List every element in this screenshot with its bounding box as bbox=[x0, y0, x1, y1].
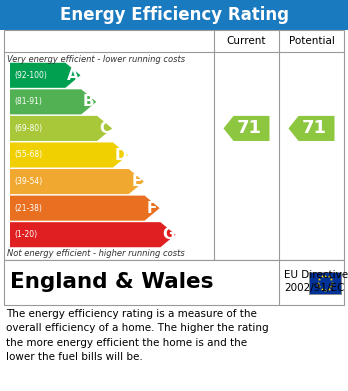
Bar bbox=[309, 271, 341, 294]
Text: The energy efficiency rating is a measure of the
overall efficiency of a home. T: The energy efficiency rating is a measur… bbox=[6, 309, 269, 362]
Bar bbox=[4, 260, 344, 305]
Text: (69-80): (69-80) bbox=[14, 124, 42, 133]
Text: EU Directive
2002/91/EC: EU Directive 2002/91/EC bbox=[284, 269, 348, 294]
Text: 71: 71 bbox=[301, 119, 326, 137]
Text: Potential: Potential bbox=[288, 36, 334, 46]
Text: B: B bbox=[83, 94, 95, 109]
Text: 71: 71 bbox=[237, 119, 261, 137]
Bar bbox=[0, 0, 348, 30]
Text: C: C bbox=[99, 121, 110, 136]
Polygon shape bbox=[10, 116, 112, 141]
Text: F: F bbox=[147, 201, 157, 216]
Text: D: D bbox=[114, 147, 127, 163]
Text: G: G bbox=[162, 227, 174, 242]
Polygon shape bbox=[10, 142, 128, 167]
Polygon shape bbox=[10, 89, 96, 115]
Polygon shape bbox=[223, 116, 269, 141]
Text: (1-20): (1-20) bbox=[14, 230, 37, 239]
Text: England & Wales: England & Wales bbox=[10, 273, 214, 292]
Text: (81-91): (81-91) bbox=[14, 97, 42, 106]
Polygon shape bbox=[10, 222, 175, 247]
Polygon shape bbox=[10, 169, 144, 194]
Text: Not energy efficient - higher running costs: Not energy efficient - higher running co… bbox=[7, 249, 185, 258]
Polygon shape bbox=[288, 116, 334, 141]
Text: E: E bbox=[131, 174, 142, 189]
Text: (92-100): (92-100) bbox=[14, 71, 47, 80]
Polygon shape bbox=[10, 63, 80, 88]
Text: A: A bbox=[67, 68, 79, 83]
Text: Energy Efficiency Rating: Energy Efficiency Rating bbox=[60, 6, 288, 24]
Text: Very energy efficient - lower running costs: Very energy efficient - lower running co… bbox=[7, 54, 185, 63]
Text: (39-54): (39-54) bbox=[14, 177, 42, 186]
Text: (55-68): (55-68) bbox=[14, 151, 42, 160]
Polygon shape bbox=[10, 196, 160, 221]
Text: Current: Current bbox=[227, 36, 266, 46]
Text: (21-38): (21-38) bbox=[14, 204, 42, 213]
Bar bbox=[4, 30, 344, 260]
